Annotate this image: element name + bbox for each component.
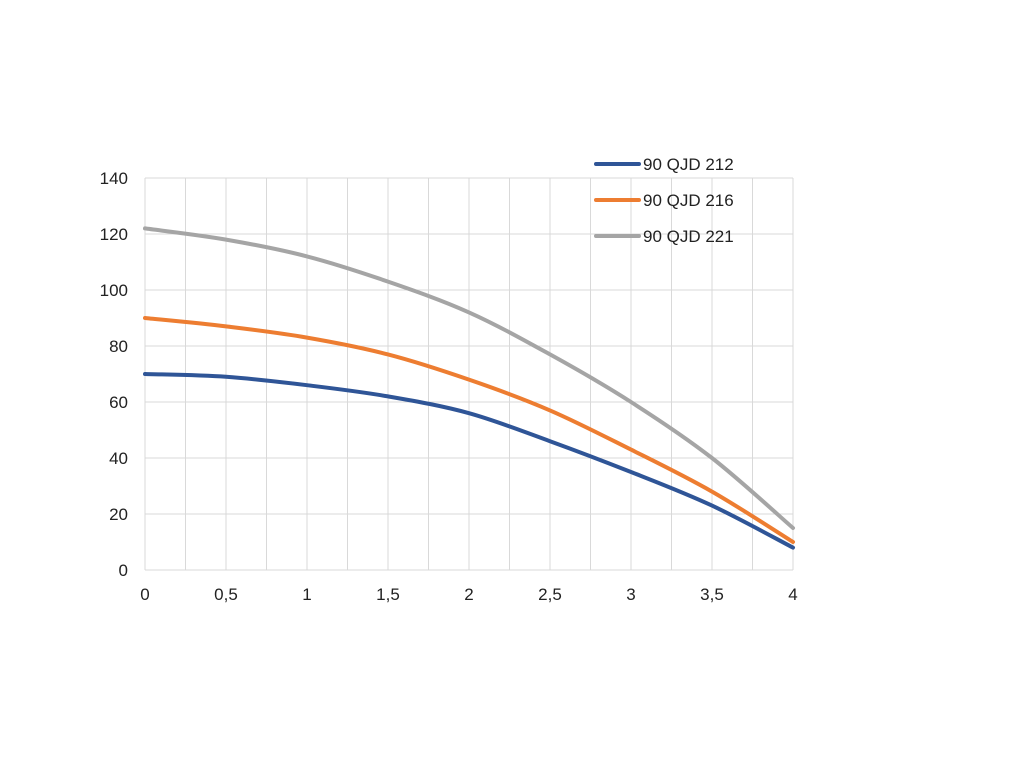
series-line-1 xyxy=(143,316,795,544)
y-tick-label: 80 xyxy=(109,337,128,356)
y-tick-label: 0 xyxy=(119,561,128,580)
y-tick-label: 60 xyxy=(109,393,128,412)
x-tick-label: 3,5 xyxy=(700,585,724,604)
chart-grid xyxy=(144,177,794,571)
x-tick-label: 2 xyxy=(464,585,473,604)
legend-label: 90 QJD 212 xyxy=(643,155,734,174)
x-tick-label: 2,5 xyxy=(538,585,562,604)
y-tick-label: 20 xyxy=(109,505,128,524)
x-tick-label: 0 xyxy=(140,585,149,604)
chart-series xyxy=(143,226,795,550)
x-tick-label: 4 xyxy=(788,585,797,604)
y-axis-tick-labels: 0 20 40 60 80 100 120 140 xyxy=(100,169,128,580)
y-tick-label: 100 xyxy=(100,281,128,300)
x-tick-label: 1,5 xyxy=(376,585,400,604)
x-tick-label: 3 xyxy=(626,585,635,604)
series-line-0 xyxy=(143,372,795,550)
y-tick-label: 120 xyxy=(100,225,128,244)
series-line-2 xyxy=(143,226,795,530)
y-tick-label: 140 xyxy=(100,169,128,188)
x-tick-label: 0,5 xyxy=(214,585,238,604)
chart-legend: 90 QJD 212 90 QJD 216 90 QJD 221 xyxy=(594,155,734,246)
legend-label: 90 QJD 221 xyxy=(643,227,734,246)
legend-label: 90 QJD 216 xyxy=(643,191,734,210)
y-tick-label: 40 xyxy=(109,449,128,468)
x-tick-label: 1 xyxy=(302,585,311,604)
x-axis-tick-labels: 0 0,5 1 1,5 2 2,5 3 3,5 4 xyxy=(140,585,797,604)
